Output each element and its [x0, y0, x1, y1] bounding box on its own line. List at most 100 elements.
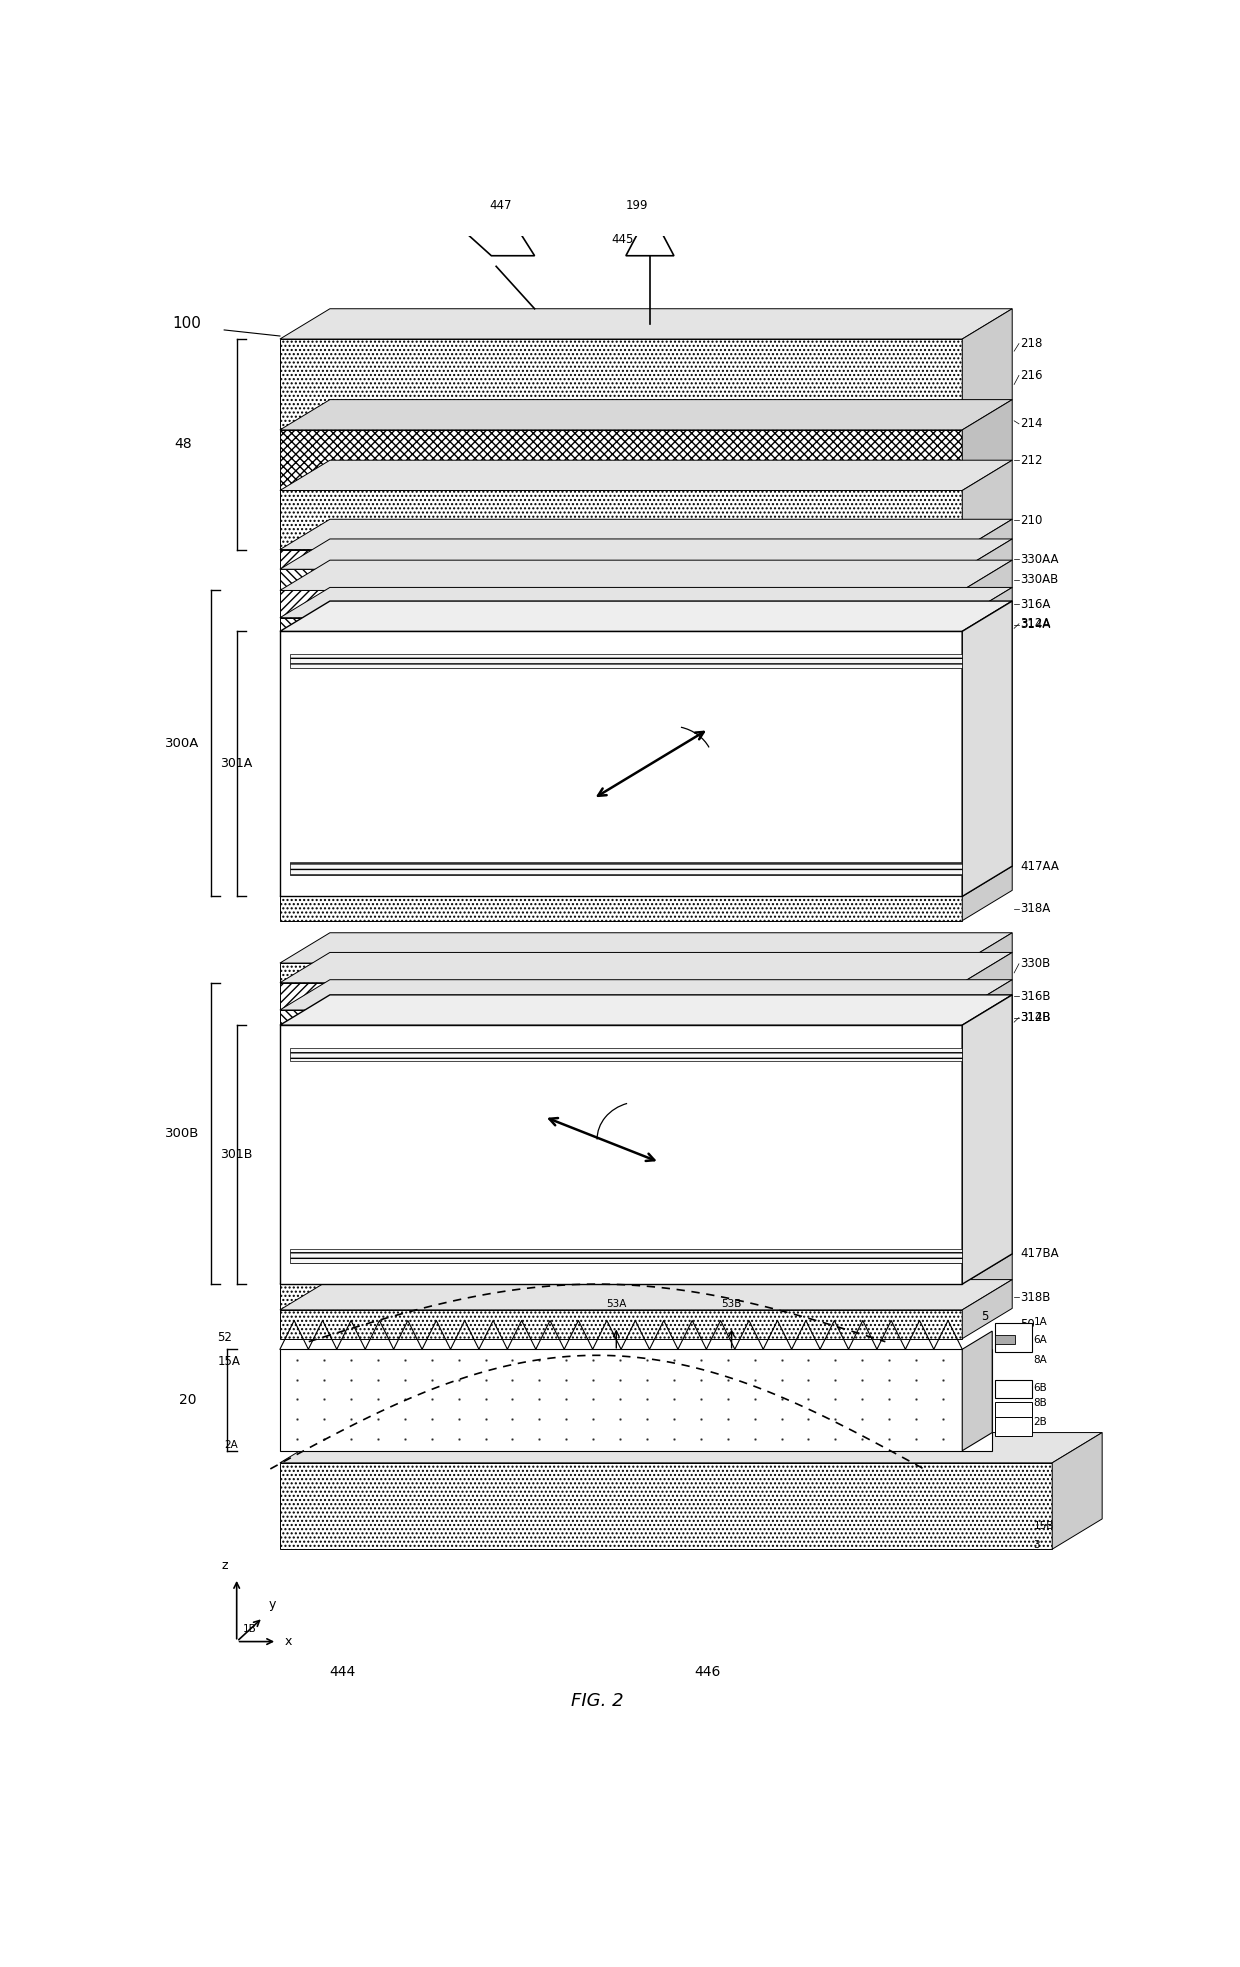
Text: 301B: 301B [221, 1149, 253, 1161]
Polygon shape [962, 995, 1012, 1284]
Polygon shape [280, 1463, 1053, 1550]
Text: 15B: 15B [1034, 1520, 1054, 1532]
Polygon shape [290, 862, 962, 875]
Text: 312B: 312B [1019, 1011, 1050, 1025]
Polygon shape [280, 590, 962, 618]
Polygon shape [280, 602, 1012, 631]
Polygon shape [996, 1324, 1032, 1351]
Polygon shape [962, 1281, 1012, 1340]
Polygon shape [280, 964, 962, 984]
Polygon shape [280, 932, 1012, 964]
Polygon shape [626, 210, 675, 256]
Polygon shape [280, 490, 962, 549]
Text: 8B: 8B [1034, 1399, 1048, 1408]
Text: 330AA: 330AA [1019, 553, 1059, 566]
Polygon shape [962, 1332, 992, 1452]
Text: 312A: 312A [1019, 618, 1050, 629]
Text: 419BBp: 419BBp [404, 1127, 449, 1137]
Polygon shape [280, 539, 1012, 568]
Polygon shape [280, 952, 1012, 984]
Polygon shape [996, 1379, 1032, 1399]
Polygon shape [280, 309, 1012, 338]
Polygon shape [280, 631, 962, 897]
Polygon shape [280, 1253, 1012, 1284]
Polygon shape [962, 399, 1012, 490]
Polygon shape [280, 549, 962, 568]
Text: 314B: 314B [1019, 1011, 1050, 1025]
Polygon shape [280, 1009, 962, 1025]
Polygon shape [996, 1402, 1032, 1420]
Polygon shape [280, 588, 1012, 618]
Text: z: z [222, 1560, 228, 1572]
Text: 100: 100 [172, 317, 201, 330]
Polygon shape [280, 1310, 962, 1340]
Text: 20: 20 [179, 1393, 196, 1406]
Text: 50: 50 [1019, 1318, 1034, 1332]
Text: 1A: 1A [1034, 1318, 1048, 1328]
Text: 316B: 316B [1019, 989, 1050, 1003]
Polygon shape [1053, 1432, 1102, 1550]
Text: 214: 214 [1019, 417, 1043, 431]
Polygon shape [280, 568, 962, 590]
Text: $\theta_{BA}$: $\theta_{BA}$ [626, 1168, 649, 1186]
Text: 444: 444 [330, 1664, 356, 1680]
Polygon shape [280, 984, 962, 1009]
Polygon shape [458, 226, 534, 256]
Polygon shape [280, 618, 962, 631]
Text: x: x [285, 1635, 293, 1648]
Polygon shape [280, 1281, 1012, 1310]
Text: 6B: 6B [1034, 1383, 1048, 1393]
Polygon shape [280, 460, 1012, 490]
Text: 318B: 318B [1019, 1290, 1050, 1304]
Polygon shape [996, 1336, 1016, 1343]
Polygon shape [280, 399, 1012, 431]
Polygon shape [280, 1432, 1102, 1463]
Polygon shape [280, 865, 1012, 897]
Text: 316A: 316A [1019, 598, 1050, 610]
Text: 53B: 53B [722, 1298, 742, 1308]
Text: 330B: 330B [1019, 958, 1050, 970]
Polygon shape [280, 897, 962, 921]
Polygon shape [280, 1025, 962, 1284]
Polygon shape [290, 1048, 962, 1062]
Text: 15A: 15A [217, 1355, 241, 1367]
Polygon shape [962, 952, 1012, 1009]
Text: 447: 447 [490, 199, 512, 212]
Text: 419BAp: 419BAp [601, 1127, 645, 1137]
Text: 301A: 301A [221, 757, 253, 771]
Text: 48: 48 [174, 437, 192, 450]
Polygon shape [962, 588, 1012, 631]
Text: 419ABp: 419ABp [429, 728, 472, 738]
Polygon shape [280, 561, 1012, 590]
Text: y: y [269, 1599, 277, 1611]
Polygon shape [996, 1418, 1032, 1436]
Text: 2B: 2B [1034, 1418, 1048, 1428]
Polygon shape [962, 309, 1012, 431]
Polygon shape [962, 539, 1012, 590]
Polygon shape [280, 995, 1012, 1025]
Polygon shape [962, 980, 1012, 1025]
Text: 417BA: 417BA [1019, 1247, 1059, 1261]
Text: 210: 210 [1019, 513, 1043, 527]
Text: $\theta_{AA}$: $\theta_{AA}$ [665, 771, 687, 787]
Text: 417AB: 417AB [880, 645, 918, 657]
Text: 216: 216 [1019, 370, 1043, 382]
Text: 417BB: 417BB [880, 1041, 918, 1050]
Text: 300A: 300A [165, 738, 198, 749]
Polygon shape [962, 519, 1012, 568]
Text: 53A: 53A [606, 1298, 626, 1308]
Polygon shape [290, 655, 962, 667]
Polygon shape [280, 980, 1012, 1009]
Polygon shape [280, 431, 962, 490]
Polygon shape [280, 338, 962, 431]
Text: 1B: 1B [243, 1625, 257, 1635]
Polygon shape [962, 602, 1012, 897]
Text: 8A: 8A [1034, 1355, 1048, 1365]
Text: 330AB: 330AB [1019, 572, 1058, 586]
Text: 3: 3 [1034, 1540, 1040, 1550]
Text: FIG. 2: FIG. 2 [570, 1692, 624, 1709]
Text: 417AA: 417AA [1019, 860, 1059, 873]
Text: 199: 199 [626, 199, 649, 212]
Text: 52: 52 [217, 1330, 232, 1343]
Polygon shape [962, 865, 1012, 921]
